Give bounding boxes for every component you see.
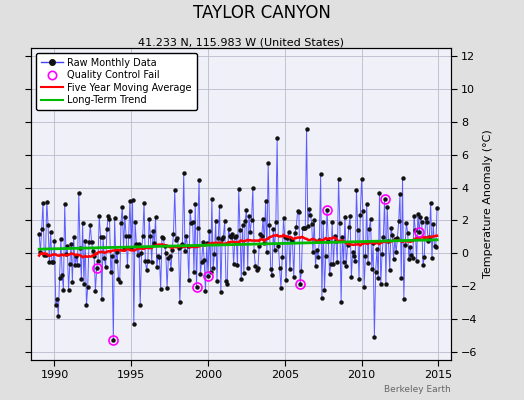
Legend: Raw Monthly Data, Quality Control Fail, Five Year Moving Average, Long-Term Tren: Raw Monthly Data, Quality Control Fail, … (36, 53, 197, 110)
Title: 41.233 N, 115.983 W (United States): 41.233 N, 115.983 W (United States) (138, 37, 344, 47)
Y-axis label: Temperature Anomaly (°C): Temperature Anomaly (°C) (483, 130, 493, 278)
Text: Berkeley Earth: Berkeley Earth (384, 385, 451, 394)
Text: TAYLOR CANYON: TAYLOR CANYON (193, 4, 331, 22)
